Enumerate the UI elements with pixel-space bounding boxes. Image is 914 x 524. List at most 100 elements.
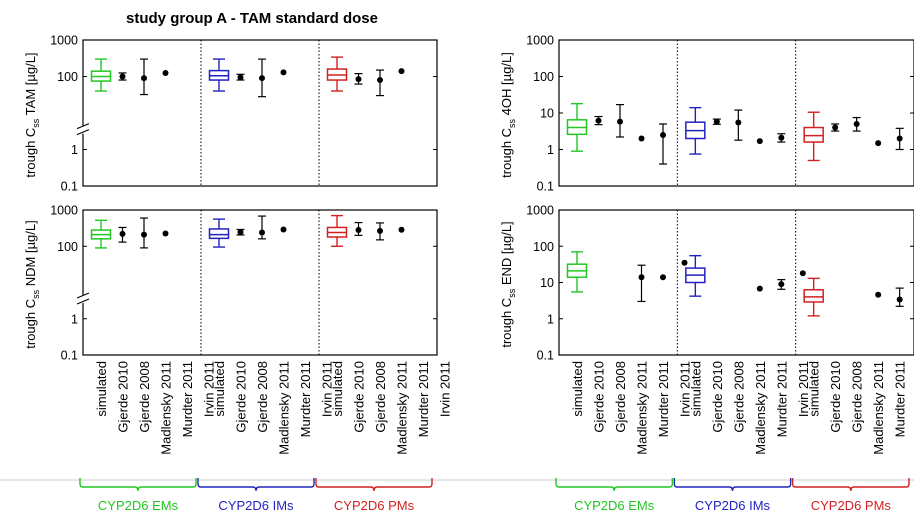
y-tick-label: 0.1 <box>537 349 554 363</box>
y-label-subscript: ss <box>507 288 517 298</box>
observed-point <box>660 131 666 138</box>
group-2 <box>685 254 806 297</box>
group-brace <box>197 478 315 492</box>
group-brace <box>673 478 792 492</box>
axis-break-mark <box>76 123 90 130</box>
observed-point <box>398 226 405 233</box>
x-tick-label: Madlensky 2011 <box>277 361 292 455</box>
y-tick-label: 100 <box>533 70 554 84</box>
observed-point <box>638 274 645 281</box>
plot-panel: 0.1 1 100 1000 trough Css TAM [µg/L] <box>23 34 438 194</box>
box-iqr <box>803 289 824 303</box>
plot-frame <box>558 209 914 356</box>
observed-point <box>617 118 623 125</box>
x-tick-label: Madlensky 2011 <box>635 361 650 455</box>
y-tick-label: 0.1 <box>61 180 78 194</box>
y-tick-label: 100 <box>57 70 78 84</box>
group-1 <box>566 102 667 165</box>
observed-point <box>377 77 383 84</box>
y-tick-label: 0.1 <box>537 180 554 194</box>
axis-break-mark <box>76 292 90 299</box>
x-tick-label: Irvin 2011 <box>678 361 693 417</box>
y-tick-label: 1000 <box>50 34 78 48</box>
x-tick-label: simulated <box>94 361 109 417</box>
plot-frame <box>558 39 914 187</box>
x-tick-label: Irvin 2011 <box>796 361 811 417</box>
y-label-part: NDM [µg/L] <box>23 220 38 290</box>
y-tick-label: 1 <box>547 143 554 157</box>
figure-title: study group A - TAM standard dose <box>126 10 378 27</box>
y-label-part: 4OH [µg/L] <box>499 52 514 119</box>
x-tick-label: Gjerde 2008 <box>137 361 152 433</box>
y-axis-label: trough Css TAM [µg/L] <box>23 52 41 177</box>
y-label-part: trough C <box>23 128 38 178</box>
group-brace <box>315 478 433 492</box>
y-tick-label: 1000 <box>526 204 554 218</box>
x-tick-label: simulated <box>570 361 585 417</box>
observed-point <box>162 69 169 76</box>
observed-point <box>237 229 244 236</box>
observed-point <box>595 117 602 124</box>
y-label-part: END [µg/L] <box>499 221 514 288</box>
y-tick-label: 1000 <box>526 34 554 48</box>
y-tick-label: 1 <box>71 143 78 157</box>
y-label-subscript: ss <box>31 118 41 128</box>
y-axis-label: trough Css END [µg/L] <box>499 221 517 347</box>
observed-point <box>638 135 645 142</box>
group-brace <box>79 478 197 492</box>
group-brace <box>791 478 910 492</box>
group-brace <box>555 478 674 492</box>
x-tick-label: Murdter 2011 <box>656 361 671 437</box>
observed-point <box>141 75 147 82</box>
x-tick-label: Madlensky 2011 <box>753 361 768 455</box>
axis-break-mark <box>76 129 90 136</box>
observed-point <box>259 75 265 82</box>
x-tick-label: Gjerde 2010 <box>592 361 607 433</box>
observed-point <box>713 118 720 125</box>
observed-point <box>735 119 742 126</box>
observed-point <box>778 281 785 288</box>
x-tick-label: Irvin 2011 <box>202 361 217 417</box>
y-label-subscript: ss <box>507 118 517 128</box>
x-tick-label: Murdter 2011 <box>893 361 908 437</box>
group-3 <box>803 277 904 317</box>
x-tick-label: Irvin 2011 <box>438 361 453 417</box>
group-braces: CYP2D6 EMs CYP2D6 IMs CYP2D6 PMs CYP2D6 EMs… <box>0 478 914 513</box>
observed-point <box>875 291 882 298</box>
group-2 <box>208 58 287 98</box>
x-tick-label: Gjerde 2010 <box>116 361 131 433</box>
x-tick-label: Gjerde 2010 <box>710 361 725 433</box>
group-1 <box>566 251 688 303</box>
group-3 <box>803 111 904 162</box>
x-tick-label: Gjerde 2008 <box>613 361 628 433</box>
observed-point <box>756 138 763 145</box>
plot-frame <box>82 39 438 187</box>
observed-point <box>398 68 405 75</box>
group-1 <box>90 58 169 96</box>
y-label-part: TAM [µg/L] <box>23 52 38 118</box>
observed-point <box>832 124 839 131</box>
observed-point <box>660 274 666 281</box>
plot-panel: 0.1 1 10 100 1000 trough Css END [µg/L] <box>499 204 914 363</box>
axis-break-mark <box>76 298 90 305</box>
group-label: CYP2D6 IMs <box>695 498 771 513</box>
y-tick-label: 10 <box>540 276 554 290</box>
observed-point <box>875 140 882 147</box>
x-tick-label: Murdter 2011 <box>180 361 195 437</box>
x-tick-label: Gjerde 2010 <box>234 361 249 433</box>
group-3 <box>326 56 405 97</box>
observed-point <box>896 296 903 303</box>
x-tick-label: Gjerde 2010 <box>352 361 367 433</box>
observed-point <box>119 73 126 80</box>
observed-point <box>355 76 362 83</box>
x-tick-label: Gjerde 2008 <box>850 361 865 433</box>
x-tick-label: Gjerde 2008 <box>255 361 270 433</box>
x-tick-label: simulated <box>807 361 822 417</box>
x-tick-label: Irvin 2011 <box>320 361 335 417</box>
y-label-part: trough C <box>23 299 38 349</box>
box-iqr <box>803 126 824 143</box>
y-tick-label: 1 <box>547 312 554 326</box>
box-iqr <box>208 228 230 240</box>
plot-panel: 0.1 1 100 1000 trough Css NDM [µg/L] <box>23 204 438 363</box>
